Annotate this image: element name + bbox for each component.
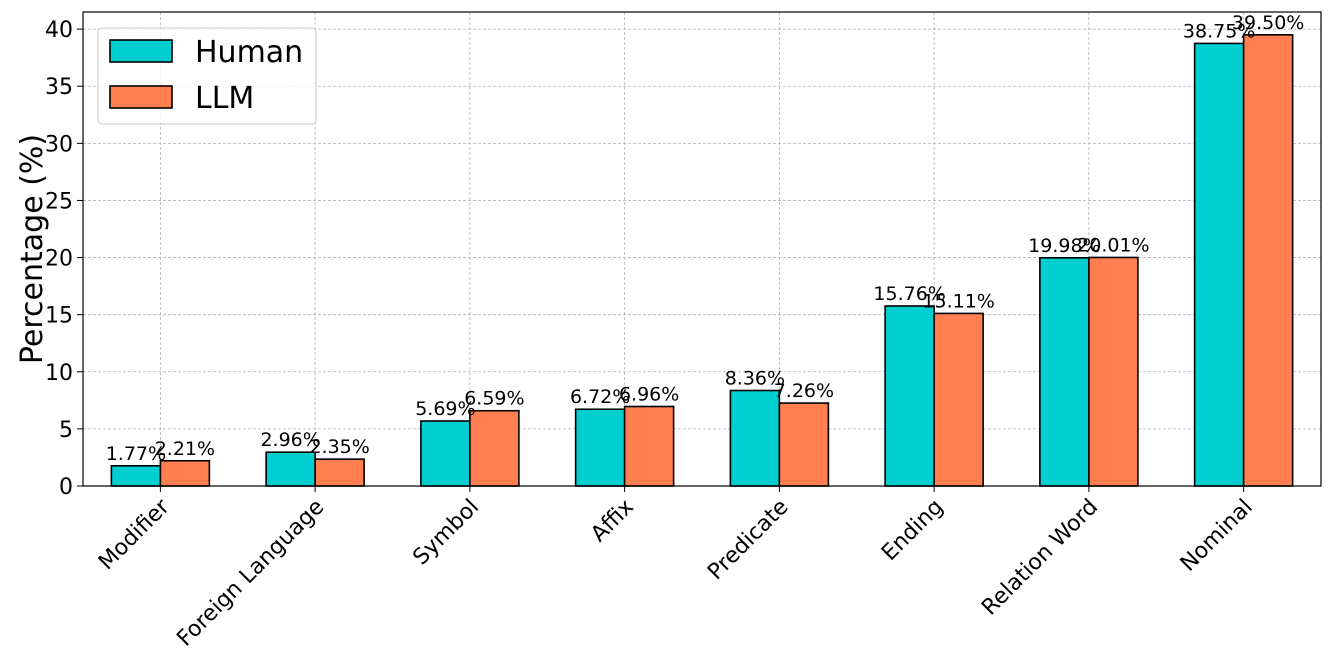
x-tick-label: Ending	[877, 495, 948, 566]
bar-value-label: 6.96%	[619, 384, 679, 406]
bar-human	[420, 420, 471, 487]
bar-llm	[933, 312, 984, 487]
legend-label-human: Human	[195, 35, 303, 70]
bar-value-label: 38.75%	[1183, 20, 1255, 42]
y-tick-label: 20	[45, 247, 73, 272]
x-tick-label: Affix	[586, 495, 639, 548]
y-axis-ticks: 0 5 10 15 20 25 30 35 40	[45, 18, 83, 500]
x-tick-label: Nominal	[1176, 495, 1258, 577]
x-tick-label: Modifier	[94, 494, 175, 575]
bar-human	[884, 305, 935, 487]
x-tick-label: Predicate	[703, 495, 793, 585]
y-tick-label: 10	[45, 361, 73, 386]
bar-llm	[159, 459, 211, 487]
bar-value-label: 19.98%	[1028, 235, 1100, 257]
bar-llm	[623, 405, 675, 487]
bar-value-label: 20.01%	[1077, 234, 1149, 256]
bar-value-label: 1.77%	[106, 443, 166, 465]
bar-human	[265, 451, 316, 487]
bar-value-label: 5.69%	[415, 398, 475, 420]
x-tick-label: Foreign Language	[172, 495, 329, 652]
bar-human	[574, 408, 626, 487]
y-tick-label: 40	[45, 18, 73, 43]
y-axis-label: Percentage (%)	[15, 134, 50, 364]
legend: Human LLM	[97, 27, 317, 125]
bar-value-label: 6.59%	[464, 388, 524, 410]
bar-llm	[469, 409, 520, 487]
bar-value-label: 15.11%	[922, 290, 994, 312]
bar-value-label: 2.21%	[155, 438, 215, 460]
bar-human	[110, 464, 162, 487]
y-tick-label: 30	[45, 132, 73, 157]
bar-llm	[778, 402, 830, 487]
bar-llm	[314, 458, 365, 487]
legend-label-llm: LLM	[195, 81, 254, 116]
x-tick-label: Symbol	[408, 495, 484, 571]
plot-frame	[82, 11, 1322, 487]
legend-swatch-human	[109, 39, 173, 63]
bar-value-label: 39.50%	[1232, 12, 1304, 34]
bar-value-label: 6.72%	[570, 386, 630, 408]
bar-llm	[1242, 34, 1294, 487]
y-tick-label: 15	[45, 304, 73, 329]
bar-value-label: 7.26%	[774, 380, 834, 402]
bar-value-label: 2.96%	[260, 429, 320, 451]
bar-labels: 1.77%2.21% 2.96%2.35% 5.69%6.59% 6.72%6.96%…	[106, 12, 1305, 465]
legend-swatch-llm	[109, 85, 173, 109]
bar-llm	[1088, 256, 1139, 487]
y-tick-label: 5	[59, 418, 73, 443]
y-tick-label: 25	[45, 189, 73, 214]
bar-value-label: 8.36%	[725, 368, 785, 390]
y-tick-label: 35	[45, 75, 73, 100]
y-tick-label: 0	[59, 475, 73, 500]
x-tick-label: Relation Word	[977, 495, 1103, 621]
bar-value-label: 2.35%	[309, 436, 369, 458]
bar-human	[1193, 42, 1245, 487]
bar-human	[1039, 256, 1090, 487]
bar-value-label: 15.76%	[873, 283, 945, 305]
bar-human	[729, 389, 781, 487]
